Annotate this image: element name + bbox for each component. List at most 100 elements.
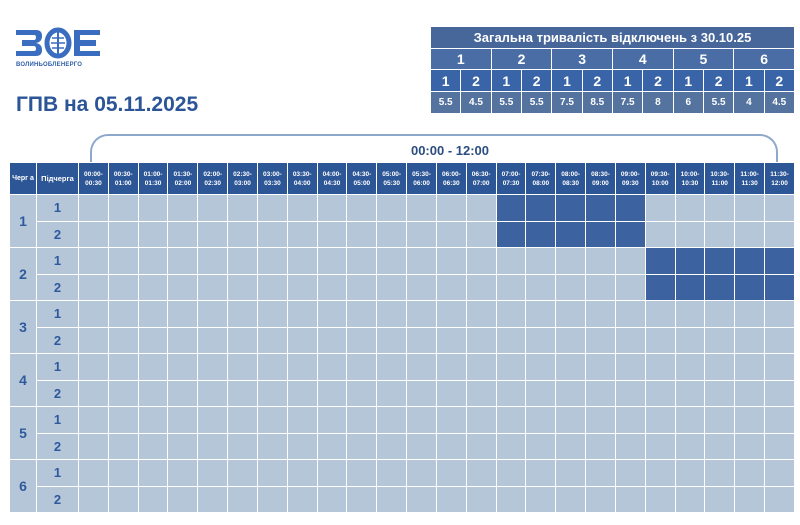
power-slot: [316, 247, 348, 275]
power-slot: [585, 459, 616, 487]
power-slot: [346, 459, 378, 487]
power-slot: [435, 247, 467, 275]
time-slot-start: 05:30-: [412, 170, 431, 178]
power-slot: [525, 353, 557, 381]
power-slot: [227, 220, 258, 248]
time-slot-end: 04:30: [323, 179, 341, 187]
power-slot: [585, 273, 616, 301]
power-slot: [674, 194, 706, 222]
power-slot: [107, 300, 139, 328]
power-slot: [78, 300, 109, 328]
outage-slot: [525, 220, 557, 248]
power-slot: [644, 194, 676, 222]
power-slot: [227, 432, 258, 460]
subqueue-number: 1: [36, 459, 79, 487]
power-slot: [137, 353, 169, 381]
summary-duration-value: 8: [642, 91, 674, 114]
power-slot: [316, 459, 348, 487]
power-slot: [346, 379, 378, 407]
power-slot: [167, 220, 199, 248]
power-slot: [585, 406, 616, 434]
power-slot: [107, 485, 139, 513]
queue-number: 1: [9, 194, 37, 248]
outage-slot: [614, 220, 646, 248]
outage-slot: [495, 220, 527, 248]
power-slot: [674, 459, 706, 487]
column-header-time-slot: 05:00- 05:30: [376, 162, 408, 195]
power-slot: [525, 300, 557, 328]
time-slot-end: 05:30: [383, 179, 400, 187]
summary-subqueue-number: 1: [490, 69, 522, 92]
power-slot: [78, 432, 109, 460]
power-slot: [465, 326, 497, 354]
power-slot: [406, 459, 437, 487]
power-slot: [376, 459, 408, 487]
time-slot-start: 04:30-: [352, 170, 372, 178]
power-slot: [197, 406, 229, 434]
power-slot: [734, 459, 766, 487]
power-slot: [376, 432, 408, 460]
power-slot: [137, 459, 169, 487]
outage-slot: [644, 247, 676, 275]
power-slot: [256, 459, 288, 487]
power-slot: [346, 247, 378, 275]
column-header-time-slot: 00:00- 00:30: [78, 162, 109, 195]
power-slot: [346, 485, 378, 513]
schedule-row: 2: [10, 485, 795, 513]
power-slot: [764, 485, 795, 513]
power-slot: [644, 406, 676, 434]
power-slot: [286, 220, 318, 248]
power-slot: [406, 220, 437, 248]
outage-slot: [555, 220, 587, 248]
power-slot: [585, 326, 616, 354]
power-slot: [107, 379, 139, 407]
summary-subqueue-number: 2: [460, 69, 492, 92]
power-slot: [465, 247, 497, 275]
time-slot-start: 06:00-: [441, 170, 461, 178]
power-slot: [376, 273, 408, 301]
time-slot-start: 01:00-: [143, 170, 163, 178]
time-slot-start: 11:00-: [740, 170, 759, 178]
power-slot: [316, 485, 348, 513]
column-header-queue: Черг а: [9, 162, 37, 195]
power-slot: [376, 485, 408, 513]
column-header-time-slot: 03:30- 04:00: [286, 162, 318, 195]
summary-duration-value: 4: [733, 91, 765, 114]
power-slot: [107, 247, 139, 275]
subqueue-number: 2: [36, 432, 79, 460]
time-slot-start: 05:00-: [382, 170, 402, 178]
power-slot: [137, 379, 169, 407]
power-slot: [227, 406, 258, 434]
time-slot-start: 07:00-: [501, 170, 521, 178]
power-slot: [316, 379, 348, 407]
power-slot: [465, 194, 497, 222]
power-slot: [734, 353, 766, 381]
power-slot: [406, 300, 437, 328]
outage-slot: [495, 194, 527, 222]
power-slot: [614, 459, 646, 487]
power-slot: [227, 194, 258, 222]
power-slot: [376, 353, 408, 381]
power-slot: [495, 406, 527, 434]
power-slot: [435, 194, 467, 222]
column-header-time-slot: 01:30- 02:00: [167, 162, 199, 195]
power-slot: [555, 485, 587, 513]
power-slot: [137, 220, 169, 248]
power-slot: [704, 459, 736, 487]
time-slot-end: 08:00: [532, 179, 550, 187]
time-slot-start: 07:30-: [531, 170, 551, 178]
time-slot-end: 00:30: [85, 179, 102, 187]
power-slot: [227, 459, 258, 487]
power-slot: [555, 300, 587, 328]
column-header-time-slot: 06:30- 07:00: [465, 162, 497, 195]
summary-subqueue-number: 1: [611, 69, 644, 92]
power-slot: [644, 379, 676, 407]
power-slot: [286, 406, 318, 434]
power-slot: [316, 326, 348, 354]
power-slot: [286, 379, 318, 407]
power-slot: [495, 379, 527, 407]
power-slot: [197, 485, 229, 513]
power-slot: [525, 406, 557, 434]
